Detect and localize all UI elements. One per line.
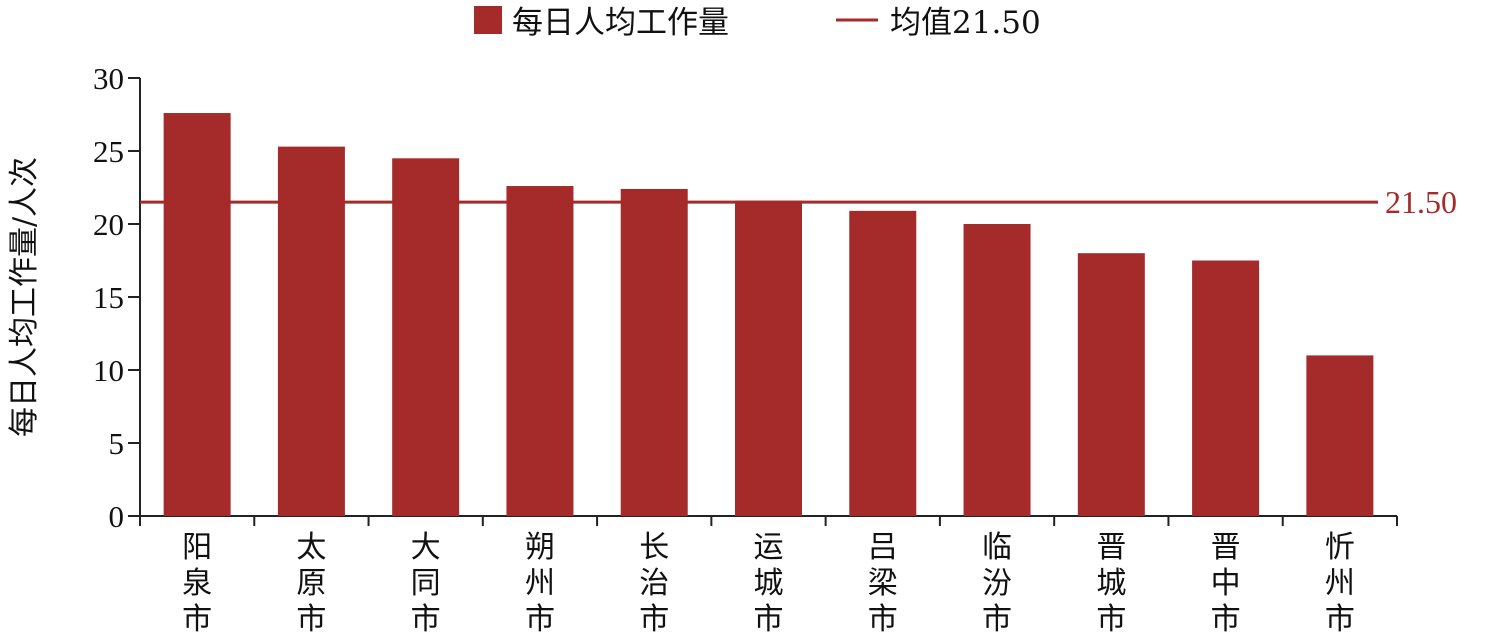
bar [1306,355,1374,516]
y-tick-label: 15 [93,280,124,315]
y-tick-label: 0 [109,499,125,534]
bar [849,210,917,517]
x-tick-label: 阳泉市 [182,530,212,637]
bar [163,113,231,516]
bar [620,188,688,516]
bar [277,146,345,516]
mean-line-label: 21.50 [1385,184,1457,220]
x-tick-label: 长治市 [639,530,669,637]
y-axis-label: 每日人均工作量/人次 [7,157,42,437]
legend-bar-label: 每日人均工作量 [512,5,729,41]
x-tick-label: 太原市 [296,530,326,637]
legend-bar-swatch [474,6,502,34]
bar [963,224,1031,516]
y-tick-label: 30 [93,61,124,96]
y-tick-label: 20 [93,207,124,242]
x-tick-label: 晋中市 [1211,530,1241,637]
y-tick-label: 5 [109,426,125,461]
x-tick-label: 运城市 [754,530,784,637]
bar [392,158,460,517]
bar [1077,253,1145,516]
bars [163,113,1374,517]
bar [506,186,574,517]
x-tick-label: 朔州市 [525,530,555,637]
legend-line-label: 均值21.50 [890,5,1041,41]
bar [735,200,802,516]
x-tick-label: 忻州市 [1325,530,1355,637]
x-tick-label: 临汾市 [982,530,1012,637]
x-tick-label: 晋城市 [1096,530,1126,637]
y-tick-label: 25 [93,134,124,169]
x-tick-labels: 阳泉市 太原市 大同市 朔州市 长治市 运城市 吕梁市 临汾市 晋城市 晋中市 忻州市 [182,530,1355,637]
axes: 0 5 10 15 20 25 30 [93,61,1398,534]
bar [1192,260,1260,516]
x-tick-label: 吕梁市 [868,530,898,637]
y-tick-label: 10 [93,353,124,388]
legend: 每日人均工作量 均值21.50 [474,5,1041,41]
mean-line-group: 21.50 [140,184,1457,220]
x-tick-label: 大同市 [411,530,441,637]
